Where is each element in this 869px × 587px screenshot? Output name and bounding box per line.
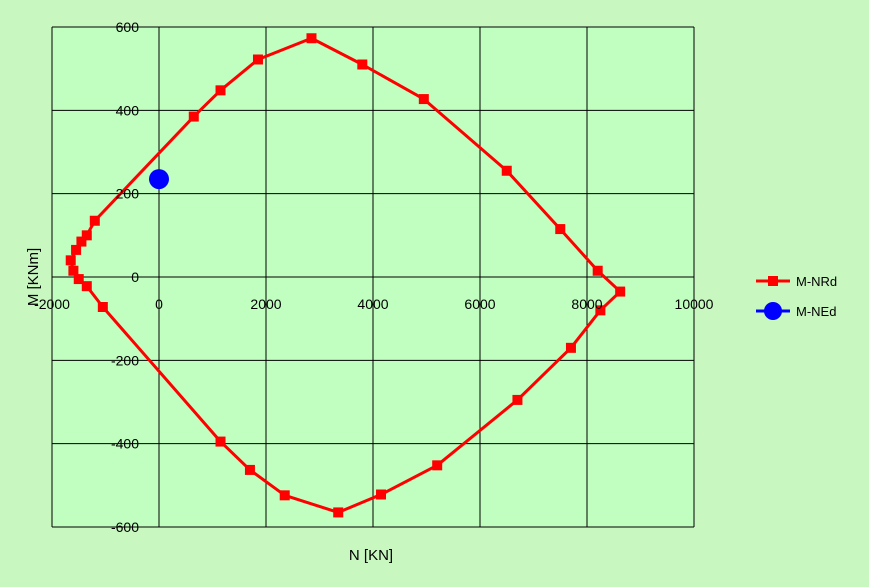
legend-label: M-NRd [796, 274, 837, 289]
x-tick-label: -2000 [34, 296, 70, 312]
data-point-marker [244, 464, 255, 475]
legend-label: M-NEd [796, 304, 836, 319]
data-point-marker [68, 265, 79, 276]
x-tick-label: 4000 [357, 296, 388, 312]
data-point-marker [555, 224, 566, 235]
data-point-marker [595, 305, 606, 316]
x-tick-label: 0 [155, 296, 163, 312]
data-point-marker [65, 255, 76, 266]
y-axis-label: M [KNm] [25, 248, 42, 306]
data-point-marker [592, 265, 603, 276]
data-point-marker [149, 169, 169, 190]
data-point-marker [565, 342, 576, 353]
data-point-marker [76, 236, 87, 247]
data-point-marker [333, 507, 344, 518]
y-tick-label: 0 [131, 269, 139, 285]
data-point-marker [81, 281, 92, 292]
legend: M-NRd M-NEd [756, 274, 837, 320]
x-tick-label: 6000 [464, 296, 495, 312]
data-point-marker [252, 54, 263, 65]
data-point-marker [376, 489, 387, 500]
data-point-marker [432, 460, 443, 471]
y-tick-label: -400 [111, 436, 139, 452]
data-point-marker [97, 302, 108, 312]
data-point-marker [306, 33, 317, 44]
tick-labels: -2000 0 2000 4000 6000 8000 10000-600-400-2000… [34, 19, 714, 535]
data-point-marker [357, 59, 368, 70]
data-point-marker [71, 244, 82, 255]
data-point-marker [81, 230, 92, 241]
data-point-marker [615, 286, 626, 297]
legend-marker [768, 276, 778, 286]
x-tick-label: 8000 [571, 296, 602, 312]
x-tick-label: 2000 [250, 296, 281, 312]
data-point-marker [501, 165, 512, 176]
series-group [65, 33, 626, 518]
y-tick-label: -600 [111, 519, 139, 535]
y-tick-label: 400 [116, 102, 140, 118]
grid [51, 26, 695, 528]
data-point-marker [73, 274, 84, 285]
y-tick-label: -200 [111, 352, 139, 368]
legend-marker [764, 302, 782, 320]
data-point-marker [215, 436, 226, 447]
x-axis-label: N [KN] [349, 547, 393, 564]
data-point-marker [279, 490, 290, 501]
data-point-marker [188, 111, 199, 122]
data-point-marker [418, 94, 429, 105]
data-point-marker [215, 85, 226, 96]
x-tick-label: 10000 [675, 296, 714, 312]
data-point-marker [89, 215, 100, 226]
y-tick-label: 200 [116, 186, 140, 202]
y-tick-label: 600 [116, 19, 140, 35]
data-point-marker [512, 394, 523, 405]
